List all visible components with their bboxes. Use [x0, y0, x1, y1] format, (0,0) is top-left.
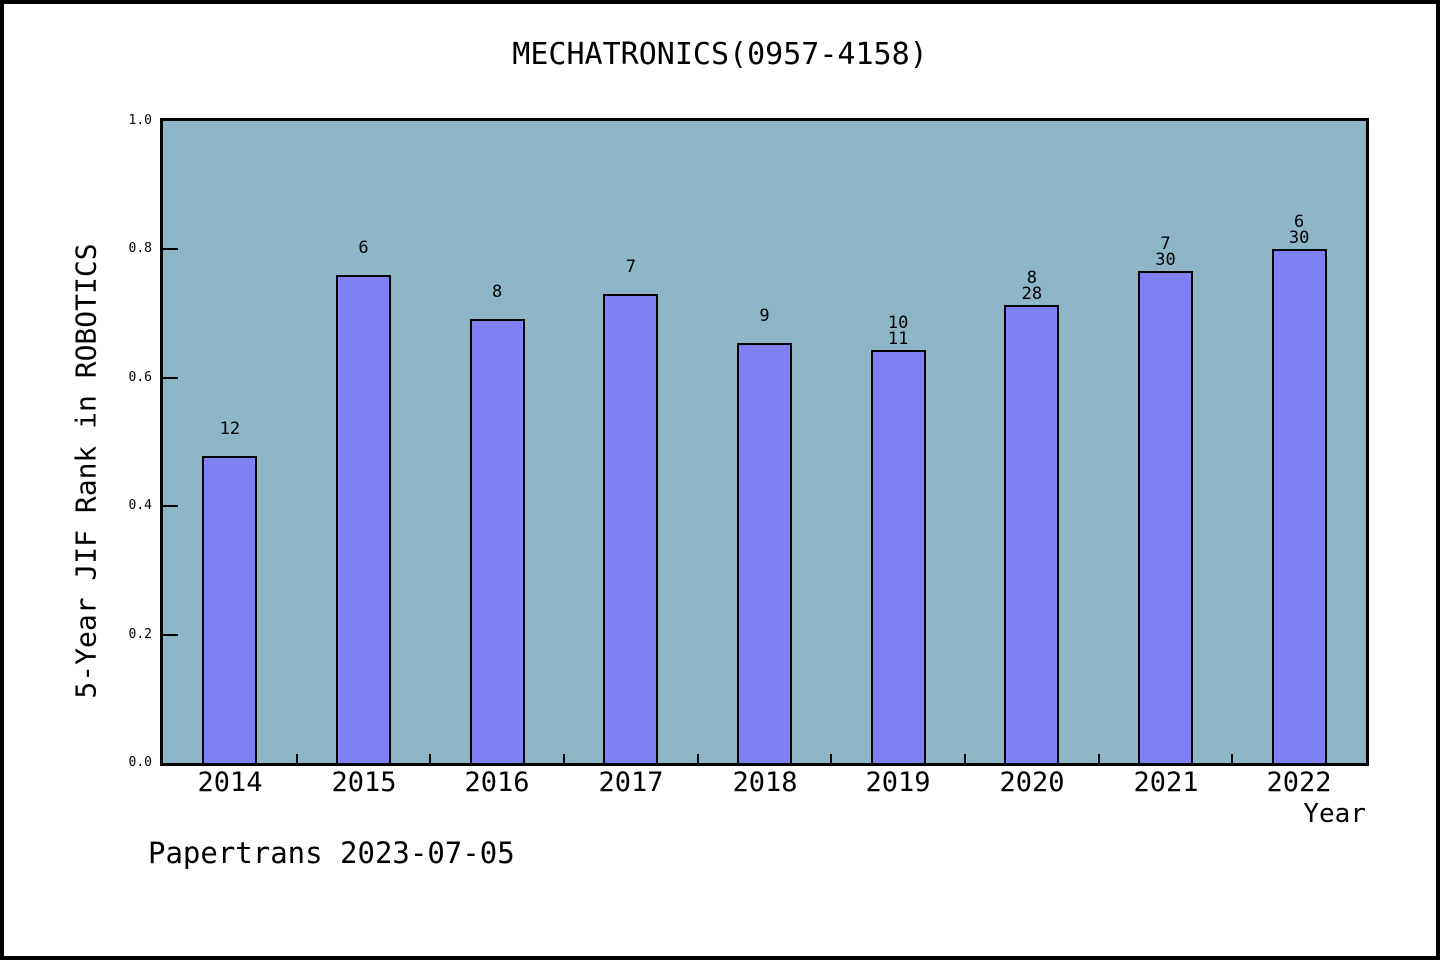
chart-title: MECHATRONICS(0957-4158) — [512, 37, 928, 72]
x-tick-label: 2016 — [464, 767, 530, 798]
y-tick-label: 0.6 — [128, 370, 152, 385]
bar — [870, 350, 926, 763]
x-tick-mark — [830, 754, 832, 763]
x-tick-label: 2019 — [865, 767, 931, 798]
bar-value-line: 28 — [1021, 284, 1043, 304]
bar-value-label: 12 — [185, 419, 275, 439]
x-tick-mark — [429, 754, 431, 763]
y-tick-label: 0.4 — [128, 498, 152, 513]
watermark-text: Papertrans 2023-07-05 — [148, 836, 515, 870]
bar-value-label: 8 28 — [987, 268, 1077, 304]
bar-value-label: 6 30 — [1254, 212, 1344, 248]
bar-value-line: 11 — [887, 329, 909, 349]
bar-value-line: 7 — [625, 257, 636, 277]
x-tick-mark — [296, 754, 298, 763]
y-tick-label: 1.0 — [128, 113, 152, 128]
bar-value-label: 7 30 — [1121, 234, 1211, 270]
x-tick-label: 2018 — [732, 767, 798, 798]
bar-value-label: 9 — [720, 306, 810, 326]
bar — [1004, 305, 1060, 763]
x-axis-title: Year — [1303, 799, 1366, 829]
y-tick-mark — [163, 505, 178, 507]
bar-value-line: 8 — [1026, 268, 1037, 288]
x-tick-label: 2021 — [1133, 767, 1199, 798]
x-tick-label: 2022 — [1266, 767, 1332, 798]
plot-area: 12 6 8 7 9 10 11 8 28 7 30 6 30 — [160, 118, 1369, 766]
x-tick-mark — [1231, 754, 1233, 763]
bar-value-label: 7 — [586, 257, 676, 277]
x-tick-mark — [1098, 754, 1100, 763]
bar-value-line: 7 — [1160, 234, 1171, 254]
x-tick-label: 2015 — [331, 767, 397, 798]
y-tick-mark — [163, 634, 178, 636]
y-tick-label: 0.0 — [128, 755, 152, 770]
bar — [469, 319, 525, 763]
bar-value-line: 6 — [358, 238, 369, 258]
bar — [737, 343, 792, 763]
x-tick-mark — [964, 754, 966, 763]
bar — [1271, 249, 1327, 763]
x-tick-label: 2017 — [598, 767, 664, 798]
y-tick-mark — [163, 377, 178, 379]
x-tick-mark — [563, 754, 565, 763]
bar-value-label: 8 — [452, 282, 542, 302]
x-tick-label: 2014 — [197, 767, 263, 798]
x-tick-mark — [697, 754, 699, 763]
x-tick-label: 2020 — [999, 767, 1065, 798]
bar-value-line: 6 — [1294, 212, 1305, 232]
bar-value-label: 6 — [319, 238, 409, 258]
bar — [336, 275, 391, 763]
y-tick-mark — [163, 248, 178, 250]
y-tick-label: 0.2 — [128, 627, 152, 642]
bar-value-line: 10 — [887, 313, 909, 333]
bar — [1138, 271, 1193, 763]
bar-value-line: 30 — [1288, 228, 1310, 248]
bar-value-line: 8 — [492, 282, 503, 302]
bar-value-line: 9 — [759, 306, 770, 326]
bar-value-line: 30 — [1155, 250, 1176, 270]
bar — [603, 294, 659, 763]
bar-value-line: 12 — [219, 419, 241, 439]
bar-value-label: 10 11 — [853, 313, 943, 349]
y-tick-label: 0.8 — [128, 241, 152, 256]
bar — [202, 456, 258, 763]
